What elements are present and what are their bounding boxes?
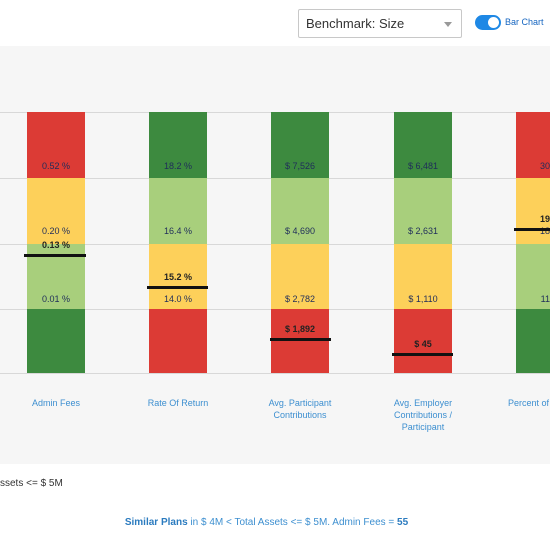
assets-note: ssets <= $ 5M bbox=[0, 478, 63, 489]
bar-segment[interactable] bbox=[516, 244, 550, 309]
bar-segment[interactable] bbox=[149, 178, 207, 244]
admin-fees-value: 55 bbox=[397, 517, 409, 528]
similar-plans-summary: Similar Plans in $ 4M < Total Assets <= … bbox=[0, 517, 533, 528]
segment-value-label: 18.2 % bbox=[163, 161, 193, 171]
benchmark-select[interactable]: Benchmark: Size bbox=[298, 9, 462, 38]
category-label: Avg. Employer Contributions / Participan… bbox=[393, 398, 453, 432]
bar-segment[interactable] bbox=[516, 178, 550, 244]
segment-value-label: $ 6,481 bbox=[407, 161, 439, 171]
segment-value-label: $ 4,690 bbox=[284, 226, 316, 236]
plan-value-label: 15.2 % bbox=[163, 272, 193, 282]
bar-segment[interactable] bbox=[394, 178, 452, 244]
bar-segment[interactable] bbox=[271, 309, 329, 373]
category-label: Admin Fees bbox=[31, 398, 81, 408]
plan-value-label: $ 45 bbox=[414, 339, 432, 349]
segment-value-label: 16.4 % bbox=[163, 226, 193, 236]
bar-segment[interactable] bbox=[394, 112, 452, 178]
chevron-down-icon[interactable] bbox=[444, 22, 452, 27]
bar-chart-toggle[interactable] bbox=[475, 15, 501, 30]
segment-value-label: 18 bbox=[539, 226, 550, 236]
bar-segment[interactable] bbox=[516, 309, 550, 373]
plan-value-label: $ 1,892 bbox=[284, 324, 316, 334]
bar-chart-toggle-label: Bar Chart bbox=[505, 17, 544, 27]
segment-value-label: 0.52 % bbox=[41, 161, 71, 171]
benchmark-select-value: Benchmark: Size bbox=[306, 16, 405, 31]
bar-segment[interactable] bbox=[27, 178, 85, 244]
plan-value-label: 0.13 % bbox=[41, 240, 71, 250]
segment-value-label: $ 7,526 bbox=[284, 161, 316, 171]
segment-value-label: $ 2,631 bbox=[407, 226, 439, 236]
plan-value-marker bbox=[514, 228, 550, 231]
category-label: Avg. Participant Contributions bbox=[268, 398, 332, 420]
plan-value-marker bbox=[270, 338, 331, 341]
bar-segment[interactable] bbox=[394, 244, 452, 309]
bar-segment[interactable] bbox=[271, 244, 329, 309]
bar-segment[interactable] bbox=[271, 178, 329, 244]
category-label: Rate Of Return bbox=[147, 398, 209, 408]
plan-value-label: 19 bbox=[539, 214, 550, 224]
segment-value-label: $ 2,782 bbox=[284, 294, 316, 304]
gridline bbox=[0, 373, 550, 374]
category-label: Percent of bbox=[508, 398, 550, 408]
summary-text: in $ 4M < Total Assets <= $ 5M. Admin Fe… bbox=[187, 517, 398, 528]
segment-value-label: 11 bbox=[540, 294, 550, 304]
segment-value-label: 14.0 % bbox=[163, 294, 193, 304]
toolbar: Benchmark: Size Bar Chart bbox=[0, 0, 550, 46]
bar-segment[interactable] bbox=[149, 112, 207, 178]
segment-value-label: 0.20 % bbox=[41, 226, 71, 236]
toggle-knob bbox=[488, 17, 499, 28]
bar-segment[interactable] bbox=[149, 309, 207, 373]
plan-value-marker bbox=[147, 286, 208, 289]
similar-plans-link[interactable]: Similar Plans bbox=[124, 517, 188, 528]
bar-segment[interactable] bbox=[394, 309, 452, 373]
plan-value-marker bbox=[24, 254, 86, 257]
bar-segment[interactable] bbox=[271, 112, 329, 178]
segment-value-label: $ 1,110 bbox=[408, 294, 438, 304]
bar-segment[interactable] bbox=[27, 112, 85, 178]
bar-segment[interactable] bbox=[27, 309, 85, 373]
bar-segment[interactable] bbox=[149, 244, 207, 309]
bar-segment[interactable] bbox=[516, 112, 550, 178]
segment-value-label: 30 bbox=[539, 161, 550, 171]
plan-value-marker bbox=[392, 353, 453, 356]
segment-value-label: 0.01 % bbox=[41, 294, 71, 304]
